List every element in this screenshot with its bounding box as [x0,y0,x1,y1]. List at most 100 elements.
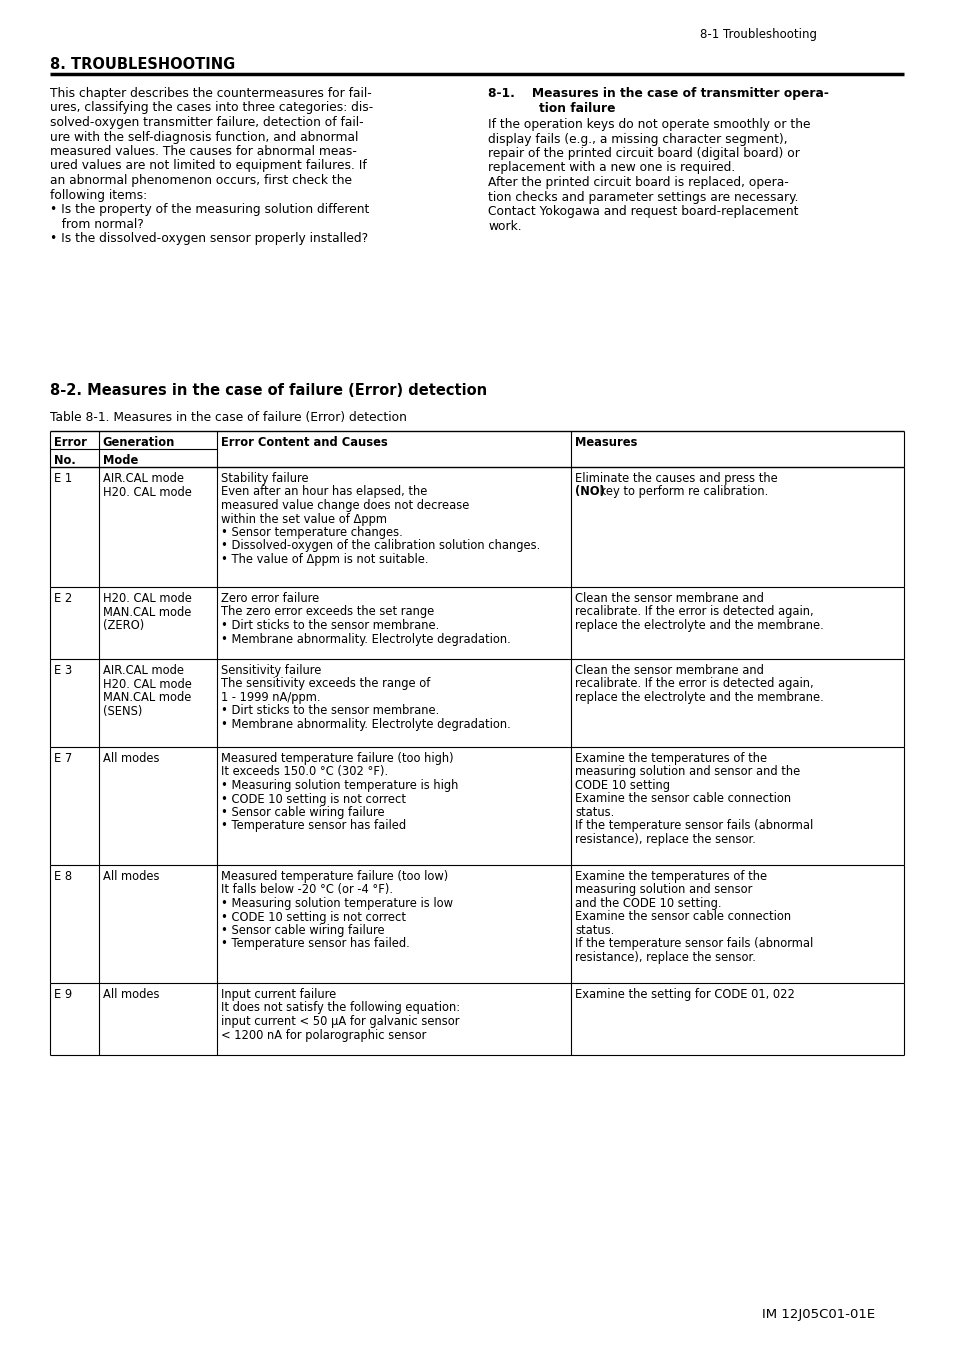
Text: Eliminate the causes and press the: Eliminate the causes and press the [575,472,777,485]
Text: status.: status. [575,923,614,937]
Text: Examine the sensor cable connection: Examine the sensor cable connection [575,792,790,806]
Text: Table 8-1. Measures in the case of failure (Error) detection: Table 8-1. Measures in the case of failu… [50,410,406,424]
Text: The zero error exceeds the set range: The zero error exceeds the set range [220,606,434,618]
Text: (SENS): (SENS) [103,705,142,717]
Text: (ZERO): (ZERO) [103,620,144,632]
Text: status.: status. [575,806,614,819]
Text: Measures: Measures [575,436,637,450]
Text: Mode: Mode [103,454,138,467]
Text: Examine the sensor cable connection: Examine the sensor cable connection [575,910,790,923]
Text: (NO): (NO) [575,486,604,498]
Text: solved-oxygen transmitter failure, detection of fail-: solved-oxygen transmitter failure, detec… [50,116,363,130]
Text: measured value change does not decrease: measured value change does not decrease [220,500,469,512]
Text: H20. CAL mode: H20. CAL mode [103,593,192,605]
Text: • Dirt sticks to the sensor membrane.: • Dirt sticks to the sensor membrane. [220,620,438,632]
Text: work.: work. [488,220,521,232]
Text: E 8: E 8 [54,869,72,883]
Text: • Is the property of the measuring solution different: • Is the property of the measuring solut… [50,202,369,216]
Text: H20. CAL mode: H20. CAL mode [103,678,192,690]
Text: Measured temperature failure (too low): Measured temperature failure (too low) [220,869,447,883]
Text: Examine the temperatures of the: Examine the temperatures of the [575,869,766,883]
Text: < 1200 nA for polarographic sensor: < 1200 nA for polarographic sensor [220,1029,425,1041]
Text: 8. TROUBLESHOOTING: 8. TROUBLESHOOTING [50,57,235,72]
Text: E 3: E 3 [54,664,72,676]
Text: input current < 50 μA for galvanic sensor: input current < 50 μA for galvanic senso… [220,1015,458,1027]
Text: All modes: All modes [103,988,159,1000]
Text: • Sensor cable wiring failure: • Sensor cable wiring failure [220,923,384,937]
Text: recalibrate. If the error is detected again,: recalibrate. If the error is detected ag… [575,606,813,618]
Text: • Is the dissolved-oxygen sensor properly installed?: • Is the dissolved-oxygen sensor properl… [50,232,368,244]
Text: IM 12J05C01-01E: IM 12J05C01-01E [761,1308,874,1322]
Text: It does not satisfy the following equation:: It does not satisfy the following equati… [220,1002,459,1014]
Text: 1 - 1999 nA/ppm.: 1 - 1999 nA/ppm. [220,691,319,703]
Text: Clean the sensor membrane and: Clean the sensor membrane and [575,664,763,676]
Text: Measured temperature failure (too high): Measured temperature failure (too high) [220,752,453,765]
Text: 8-1.    Measures in the case of transmitter opera-: 8-1. Measures in the case of transmitter… [488,86,828,100]
Text: • CODE 10 setting is not correct: • CODE 10 setting is not correct [220,792,405,806]
Text: replace the electrolyte and the membrane.: replace the electrolyte and the membrane… [575,620,822,632]
Text: H20. CAL mode: H20. CAL mode [103,486,192,498]
Text: replace the electrolyte and the membrane.: replace the electrolyte and the membrane… [575,691,822,703]
Text: • Sensor temperature changes.: • Sensor temperature changes. [220,526,402,539]
Text: an abnormal phenomenon occurs, first check the: an abnormal phenomenon occurs, first che… [50,174,352,188]
Text: measuring solution and sensor and the: measuring solution and sensor and the [575,765,800,779]
Text: Clean the sensor membrane and: Clean the sensor membrane and [575,593,763,605]
Text: recalibrate. If the error is detected again,: recalibrate. If the error is detected ag… [575,678,813,690]
Text: AIR.CAL mode: AIR.CAL mode [103,664,184,676]
Text: • Dissolved-oxygen of the calibration solution changes.: • Dissolved-oxygen of the calibration so… [220,540,539,552]
Text: If the temperature sensor fails (abnormal: If the temperature sensor fails (abnorma… [575,819,812,833]
Text: E 7: E 7 [54,752,72,765]
Text: If the operation keys do not operate smoothly or the: If the operation keys do not operate smo… [488,117,810,131]
Text: • Dirt sticks to the sensor membrane.: • Dirt sticks to the sensor membrane. [220,705,438,717]
Text: It falls below -20 °C (or -4 °F).: It falls below -20 °C (or -4 °F). [220,883,392,896]
Text: It exceeds 150.0 °C (302 °F).: It exceeds 150.0 °C (302 °F). [220,765,387,779]
Text: ured values are not limited to equipment failures. If: ured values are not limited to equipment… [50,159,366,173]
Text: from normal?: from normal? [50,217,144,231]
Text: measured values. The causes for abnormal meas-: measured values. The causes for abnormal… [50,144,356,158]
Text: within the set value of Δppm: within the set value of Δppm [220,513,386,525]
Text: • Membrane abnormality. Electrolyte degradation.: • Membrane abnormality. Electrolyte degr… [220,718,510,730]
Text: All modes: All modes [103,869,159,883]
Text: measuring solution and sensor: measuring solution and sensor [575,883,752,896]
Text: Error: Error [54,436,87,450]
Text: replacement with a new one is required.: replacement with a new one is required. [488,162,735,174]
Text: The sensitivity exceeds the range of: The sensitivity exceeds the range of [220,678,430,690]
Text: Sensitivity failure: Sensitivity failure [220,664,320,676]
Text: Even after an hour has elapsed, the: Even after an hour has elapsed, the [220,486,426,498]
Text: 8-1 Troubleshooting: 8-1 Troubleshooting [700,28,816,40]
Text: • The value of Δppm is not suitable.: • The value of Δppm is not suitable. [220,554,428,566]
Text: tion checks and parameter settings are necessary.: tion checks and parameter settings are n… [488,190,798,204]
Text: E 9: E 9 [54,988,72,1000]
Text: • Measuring solution temperature is low: • Measuring solution temperature is low [220,896,452,910]
Text: tion failure: tion failure [488,101,615,115]
Text: and the CODE 10 setting.: and the CODE 10 setting. [575,896,720,910]
Text: Input current failure: Input current failure [220,988,335,1000]
Text: Zero error failure: Zero error failure [220,593,318,605]
Text: resistance), replace the sensor.: resistance), replace the sensor. [575,833,755,846]
Text: repair of the printed circuit board (digital board) or: repair of the printed circuit board (dig… [488,147,799,161]
Text: ures, classifying the cases into three categories: dis-: ures, classifying the cases into three c… [50,101,373,115]
Text: following items:: following items: [50,189,147,201]
Text: Error Content and Causes: Error Content and Causes [220,436,387,450]
Text: resistance), replace the sensor.: resistance), replace the sensor. [575,950,755,964]
Text: E 2: E 2 [54,593,72,605]
Text: • Sensor cable wiring failure: • Sensor cable wiring failure [220,806,384,819]
Text: Contact Yokogawa and request board-replacement: Contact Yokogawa and request board-repla… [488,205,798,217]
Text: • CODE 10 setting is not correct: • CODE 10 setting is not correct [220,910,405,923]
Text: If the temperature sensor fails (abnormal: If the temperature sensor fails (abnorma… [575,937,812,950]
Text: All modes: All modes [103,752,159,765]
Text: • Membrane abnormality. Electrolyte degradation.: • Membrane abnormality. Electrolyte degr… [220,633,510,645]
Text: Stability failure: Stability failure [220,472,308,485]
Text: After the printed circuit board is replaced, opera-: After the printed circuit board is repla… [488,176,788,189]
Text: AIR.CAL mode: AIR.CAL mode [103,472,184,485]
Text: key to perform re calibration.: key to perform re calibration. [595,486,767,498]
Text: • Measuring solution temperature is high: • Measuring solution temperature is high [220,779,457,792]
Text: No.: No. [54,454,75,467]
Text: Examine the setting for CODE 01, 022: Examine the setting for CODE 01, 022 [575,988,794,1000]
Text: E 1: E 1 [54,472,72,485]
Text: • Temperature sensor has failed: • Temperature sensor has failed [220,819,405,833]
Text: • Temperature sensor has failed.: • Temperature sensor has failed. [220,937,409,950]
Text: CODE 10 setting: CODE 10 setting [575,779,669,792]
Text: MAN.CAL mode: MAN.CAL mode [103,691,191,703]
Text: Generation: Generation [103,436,174,450]
